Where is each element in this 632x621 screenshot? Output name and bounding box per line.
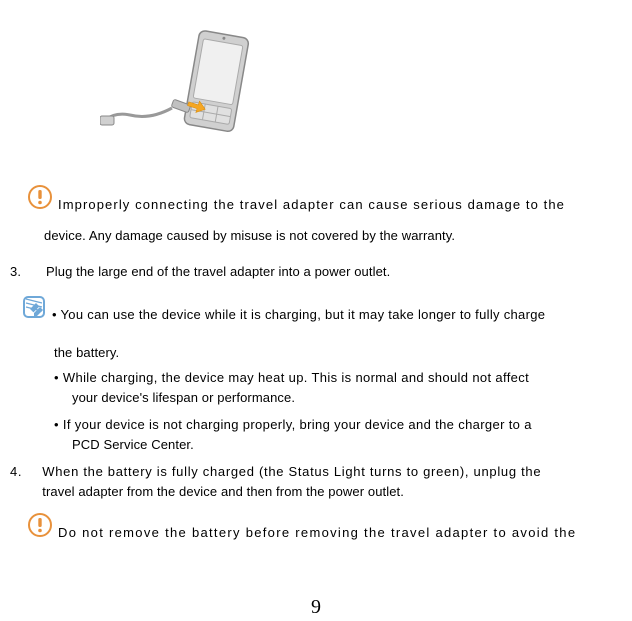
warning-icon bbox=[28, 185, 52, 212]
warning-block-2: Do not remove the battery before removin… bbox=[10, 513, 622, 540]
note-icon bbox=[22, 295, 46, 322]
phone-charging-illustration bbox=[100, 20, 622, 155]
note-bullet-3: • If your device is not charging properl… bbox=[22, 415, 622, 454]
step-3-text: Plug the large end of the travel adapter… bbox=[46, 264, 390, 279]
page-number: 9 bbox=[0, 596, 632, 619]
note-bullet-2-line-1: • While charging, the device may heat up… bbox=[54, 370, 529, 385]
step-3-number: 3. bbox=[10, 264, 26, 279]
warning-block-1: Improperly connecting the travel adapter… bbox=[10, 185, 622, 243]
step-4-line-1: When the battery is fully charged (the S… bbox=[42, 464, 541, 479]
note-bullet-2: • While charging, the device may heat up… bbox=[22, 368, 622, 407]
note-bullet-2-line-2: your device's lifespan or performance. bbox=[54, 388, 622, 408]
step-4-line-2: travel adapter from the device and then … bbox=[42, 484, 404, 499]
step-4-number: 4. bbox=[10, 462, 22, 501]
warning-text-1-line-1: Improperly connecting the travel adapter… bbox=[58, 197, 565, 212]
step-4: 4. When the battery is fully charged (th… bbox=[10, 462, 622, 501]
note-block: • You can use the device while it is cha… bbox=[10, 295, 622, 454]
warning-text-1-line-2: device. Any damage caused by misuse is n… bbox=[28, 228, 614, 243]
note-bullet-1-line-2: the battery. bbox=[22, 345, 622, 360]
note-bullet-3-line-2: PCD Service Center. bbox=[54, 435, 622, 455]
warning-text-2-line-1: Do not remove the battery before removin… bbox=[58, 525, 576, 540]
step-3: 3. Plug the large end of the travel adap… bbox=[10, 264, 622, 279]
note-bullet-1-line-1: • You can use the device while it is cha… bbox=[52, 307, 545, 322]
warning-icon bbox=[28, 513, 52, 540]
note-bullet-3-line-1: • If your device is not charging properl… bbox=[54, 417, 532, 432]
